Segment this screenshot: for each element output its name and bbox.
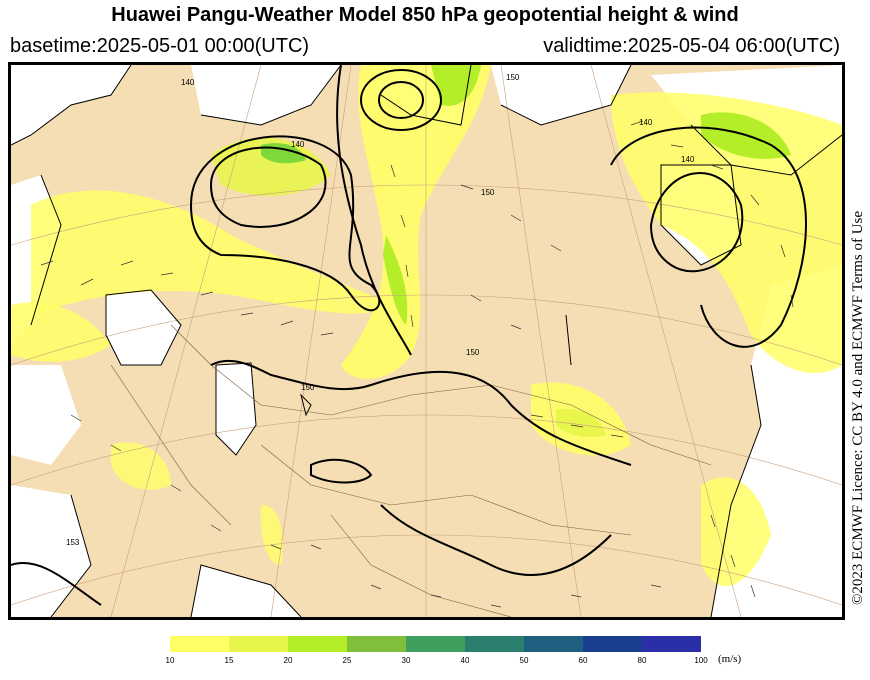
colorbar-swatch <box>406 636 465 652</box>
colorbar-tick-label: 60 <box>578 656 588 665</box>
sea-area <box>11 365 81 465</box>
contour-label: 140 <box>639 118 653 127</box>
colorbar-tick-label: 30 <box>401 656 411 665</box>
validtime-label: validtime:2025-05-04 06:00(UTC) <box>543 35 840 57</box>
wind-core <box>431 65 481 106</box>
borders <box>110 324 712 617</box>
colorbar-swatch <box>288 636 347 652</box>
contour-label: 150 <box>466 348 480 357</box>
contour-label: 140 <box>291 140 305 149</box>
colorbar-swatch <box>347 636 406 652</box>
colorbar-swatch <box>170 636 229 652</box>
wind-band <box>260 505 283 565</box>
colorbar-tick-label: 100 <box>694 656 708 665</box>
contour-label: 150 <box>301 383 315 392</box>
contour-label: 150 <box>506 73 520 82</box>
contour-label: 140 <box>681 155 695 164</box>
basetime-label: basetime:2025-05-01 00:00(UTC) <box>10 35 310 57</box>
wind-band <box>11 302 111 362</box>
contour-label: 140 <box>181 78 195 87</box>
wind-core <box>556 408 606 437</box>
map-title: Huawei Pangu-Weather Model 850 hPa geopo… <box>111 4 739 26</box>
wind-band <box>611 92 842 374</box>
map-canvas: 140 140 140 150 150 150 150 153 140 <box>11 65 842 617</box>
height-contours <box>11 65 807 606</box>
contour-label: 150 <box>481 188 495 197</box>
colorbar-tick-label: 40 <box>460 656 470 665</box>
caspian-sea <box>216 363 256 455</box>
wind-barbs <box>40 120 794 608</box>
colorbar-unit: (m/s) <box>718 653 742 665</box>
wind-band <box>111 442 171 490</box>
laptev-sea <box>491 65 631 125</box>
colorbar-tick-label: 15 <box>224 656 234 665</box>
colorbar-tick-label: 25 <box>342 656 352 665</box>
arabian-sea <box>191 565 301 617</box>
colorbar-tick-label: 80 <box>637 656 647 665</box>
colorbar-ticks: 10 15 20 25 30 40 50 60 80 100 <box>166 656 710 668</box>
colorbar-swatch <box>642 636 701 652</box>
weather-map[interactable]: 140 140 140 150 150 150 150 153 140 <box>8 62 845 620</box>
licence-text: ©2023 ECMWF Licence: CC BY 4.0 and ECMWF… <box>850 210 866 605</box>
colorbar-swatch <box>524 636 583 652</box>
colorbar-tick-label: 10 <box>165 656 175 665</box>
barents-sea <box>191 65 341 125</box>
contour-label: 153 <box>66 538 80 547</box>
colorbar-tick-label: 20 <box>283 656 293 665</box>
colorbar <box>170 636 701 652</box>
wind-band <box>701 477 771 587</box>
colorbar-swatch <box>465 636 524 652</box>
colorbar-swatch <box>583 636 642 652</box>
wind-core <box>383 235 408 325</box>
colorbar-swatch <box>229 636 288 652</box>
contour-labels: 140 140 140 150 150 150 150 153 140 <box>66 73 695 547</box>
colorbar-tick-label: 50 <box>519 656 529 665</box>
wind-band <box>31 190 391 315</box>
